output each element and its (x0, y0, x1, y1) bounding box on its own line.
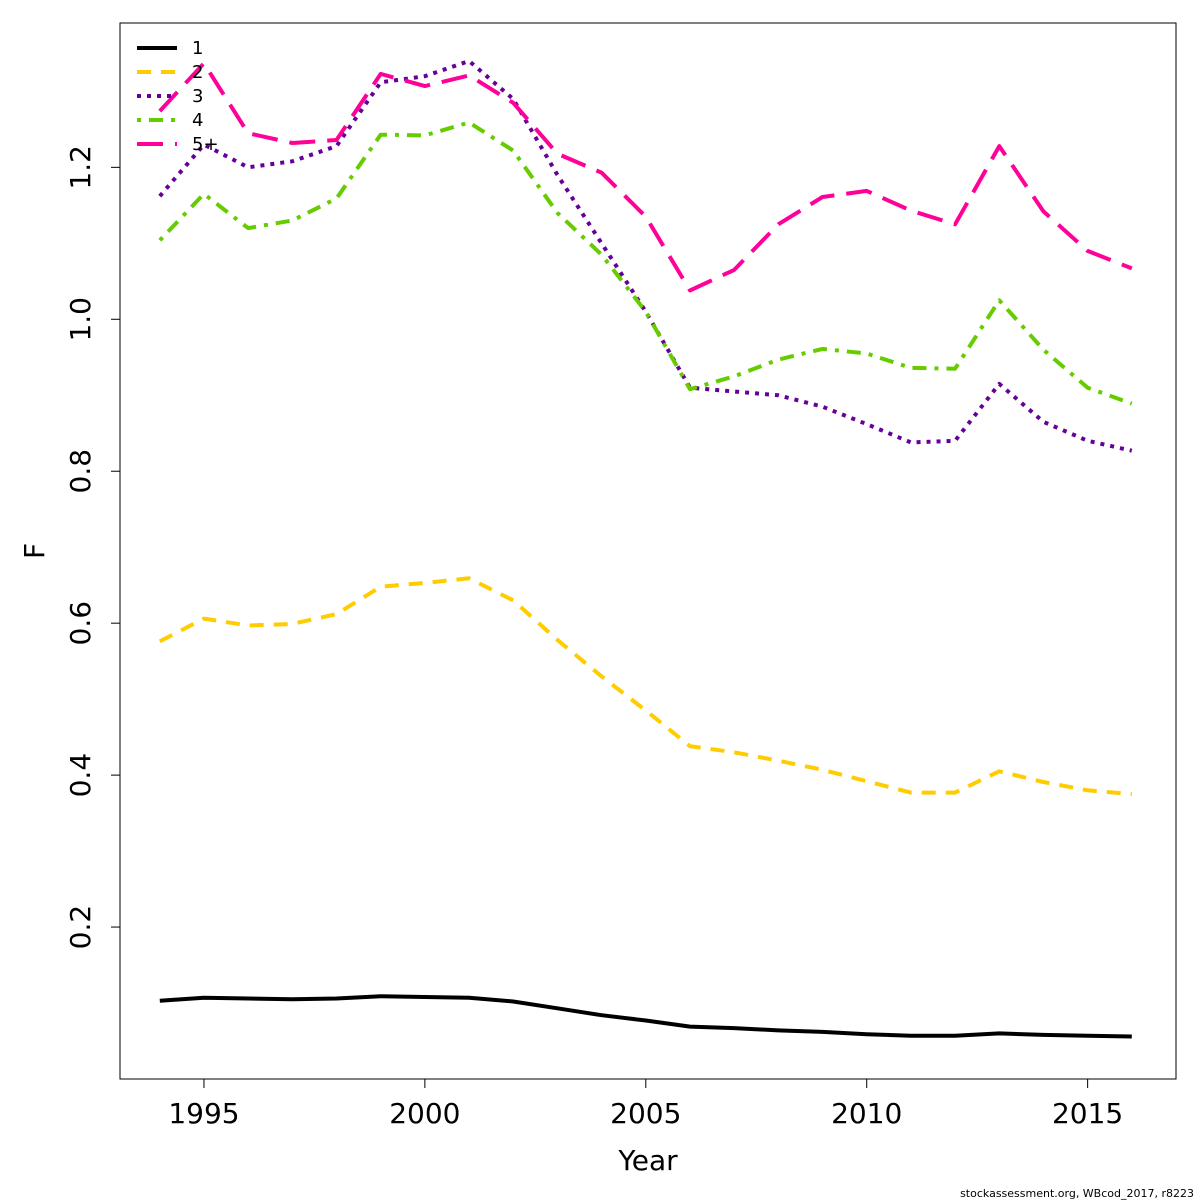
y-tick-label: 1.2 (64, 145, 97, 190)
x-axis: 1995 2000 2005 2010 2015 (168, 1079, 1123, 1130)
legend: 1 2 3 4 5+ (137, 38, 219, 155)
x-tick-label: 2010 (831, 1097, 902, 1130)
y-tick-label: 0.2 (64, 905, 97, 950)
x-tick-label: 2000 (389, 1097, 460, 1130)
x-tick-label: 1995 (168, 1097, 239, 1130)
x-tick-label: 2015 (1052, 1097, 1123, 1130)
x-axis-title: Year (617, 1144, 678, 1177)
legend-label-5: 5+ (192, 134, 219, 155)
y-tick-label: 1.0 (64, 297, 97, 342)
y-tick-label: 0.6 (64, 601, 97, 646)
legend-label-4: 4 (192, 110, 203, 131)
footer-annotation: stockassessment.org, WBcod_2017, r8223 (960, 1187, 1194, 1200)
y-axis-title: F (18, 543, 51, 559)
x-tick-label: 2005 (610, 1097, 681, 1130)
y-axis: 0.2 0.4 0.6 0.8 1.0 1.2 (64, 145, 120, 949)
series-line-2 (158, 576, 1132, 797)
plot-frame (119, 22, 1177, 1080)
legend-label-2: 2 (192, 62, 203, 83)
series-line-3 (158, 59, 1133, 453)
legend-label-3: 3 (192, 86, 203, 107)
y-tick-label: 0.8 (64, 449, 97, 494)
series-layer (158, 59, 1133, 1039)
series-line-5 (158, 61, 1133, 293)
series-line-1 (159, 994, 1132, 1039)
series-line-4 (158, 120, 1133, 406)
legend-label-1: 1 (192, 38, 203, 59)
y-tick-label: 0.4 (64, 753, 97, 798)
